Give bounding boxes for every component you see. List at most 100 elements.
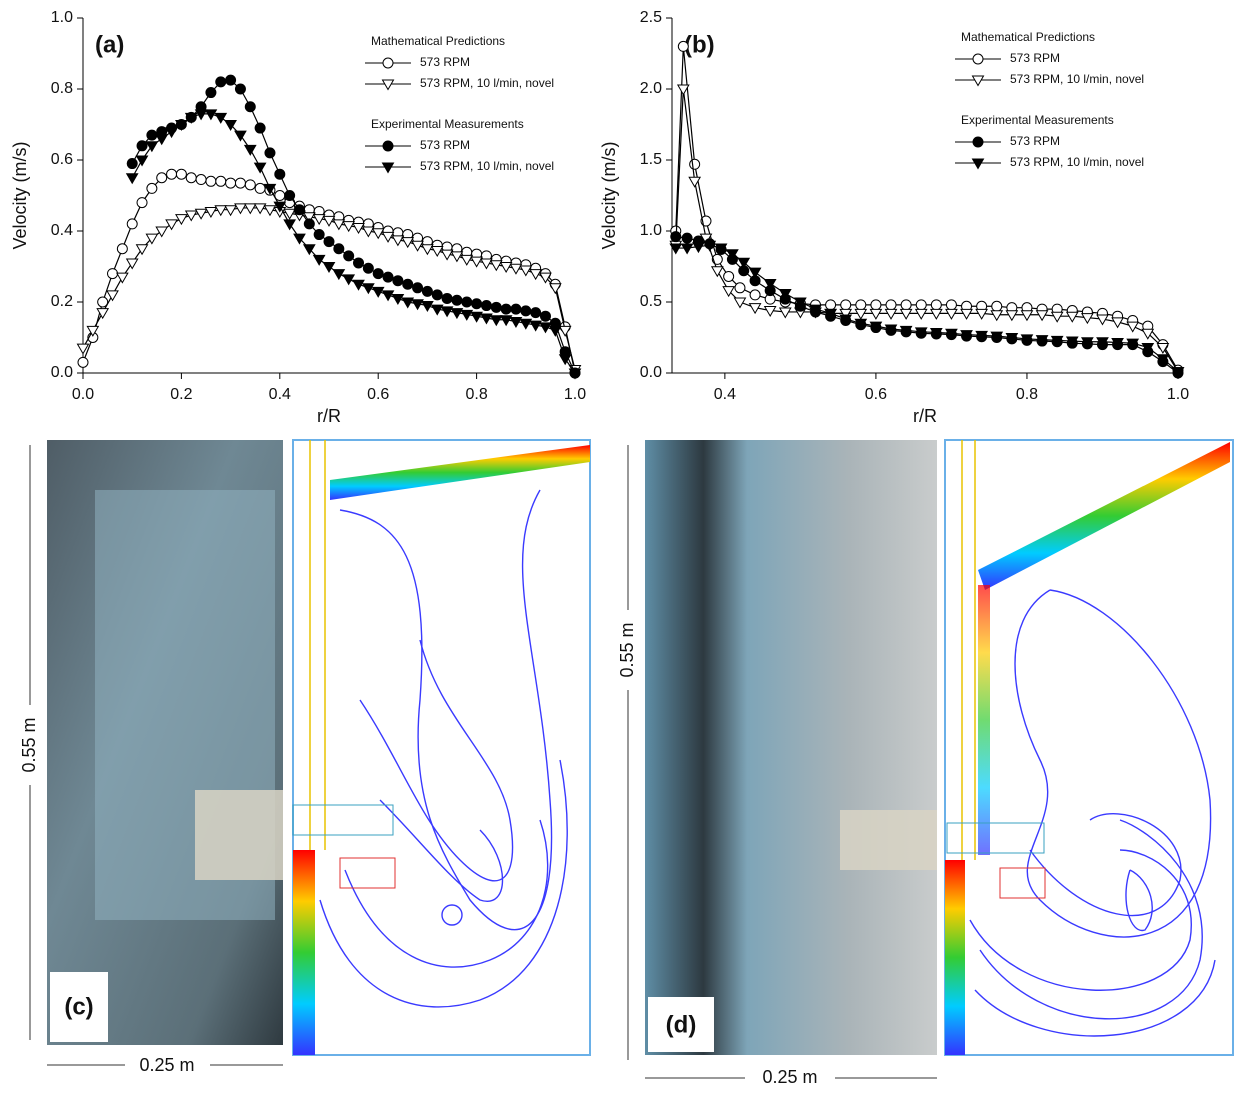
marker <box>352 279 365 291</box>
marker <box>185 172 197 184</box>
marker <box>748 267 762 279</box>
legend-marker <box>382 57 394 69</box>
marker <box>313 229 325 241</box>
marker <box>900 299 912 311</box>
marker <box>343 250 355 262</box>
marker <box>480 313 493 325</box>
wall-jet <box>978 585 990 855</box>
marker <box>929 328 943 340</box>
marker <box>106 290 119 302</box>
marker <box>214 205 228 217</box>
marker <box>361 226 375 238</box>
marker <box>529 320 543 332</box>
marker <box>470 256 483 268</box>
marker <box>184 210 198 222</box>
height-label: 0.55 m <box>617 622 637 677</box>
marker <box>362 262 374 274</box>
marker <box>519 265 533 277</box>
marker <box>430 304 444 316</box>
marker <box>471 298 483 310</box>
marker <box>243 144 257 156</box>
marker <box>254 122 266 134</box>
marker <box>499 315 513 327</box>
marker <box>136 197 148 209</box>
marker <box>194 208 208 220</box>
label-box <box>648 997 714 1052</box>
marker <box>677 40 689 52</box>
legend-label: 573 RPM <box>1010 134 1060 148</box>
marker <box>1081 337 1094 349</box>
marker <box>489 315 503 327</box>
x-tick-label: 0.6 <box>367 386 389 403</box>
marker <box>411 240 424 252</box>
marker <box>332 269 346 281</box>
series-line <box>82 173 576 374</box>
dimension-gap <box>745 1068 835 1088</box>
marker <box>869 321 883 333</box>
marker <box>253 203 267 215</box>
legend-marker <box>972 53 984 65</box>
wall-jet <box>945 860 965 1055</box>
marker <box>175 214 188 226</box>
marker <box>372 268 384 280</box>
height-label: 0.55 m <box>19 717 39 772</box>
marker <box>794 297 807 309</box>
marker <box>689 158 701 170</box>
legend-marker <box>971 158 985 170</box>
marker <box>302 244 316 256</box>
marker <box>136 140 148 152</box>
shaft <box>961 440 976 860</box>
y-axis-label: Velocity (m/s) <box>10 141 30 249</box>
marker <box>401 297 415 309</box>
marker <box>125 173 139 185</box>
marker <box>156 172 168 184</box>
x-tick-label: 0.8 <box>465 386 487 403</box>
photo <box>645 440 937 1055</box>
legend-label: 573 RPM, 10 l/min, novel <box>1010 72 1144 86</box>
legend-marker <box>382 140 394 152</box>
marker <box>284 190 296 201</box>
marker <box>166 168 178 180</box>
marker <box>1050 335 1064 347</box>
marker <box>264 147 276 159</box>
marker <box>225 177 237 189</box>
marker <box>854 318 868 330</box>
marker <box>165 219 178 231</box>
legend-marker <box>381 162 395 174</box>
marker <box>371 228 385 240</box>
marker <box>1156 354 1170 366</box>
x-tick-label: 1.0 <box>1167 386 1189 403</box>
marker <box>254 182 266 194</box>
marker <box>1065 336 1079 348</box>
marker <box>116 243 128 255</box>
marker <box>371 286 385 298</box>
marker <box>692 242 705 254</box>
y-tick-label: 0.2 <box>51 293 73 310</box>
impeller-outline <box>999 867 1046 899</box>
marker <box>519 318 533 330</box>
marker <box>1156 342 1170 354</box>
marker <box>461 296 473 308</box>
marker <box>342 221 356 233</box>
marker <box>263 205 277 217</box>
y-tick-label: 0.0 <box>640 364 662 381</box>
y-tick-label: 0.8 <box>51 80 73 97</box>
marker <box>146 182 158 194</box>
marker <box>195 174 207 186</box>
marker <box>500 303 512 315</box>
marker <box>1020 334 1034 346</box>
marker <box>530 307 542 319</box>
marker <box>293 233 306 245</box>
free-surface <box>330 445 590 500</box>
marker <box>670 231 682 243</box>
contours <box>969 589 1216 1037</box>
marker <box>855 299 867 311</box>
marker <box>205 175 217 187</box>
marker <box>322 215 336 227</box>
marker <box>960 308 973 320</box>
y-tick-label: 0.0 <box>51 364 73 381</box>
marker <box>145 233 159 245</box>
marker <box>303 218 315 230</box>
marker <box>312 254 326 266</box>
